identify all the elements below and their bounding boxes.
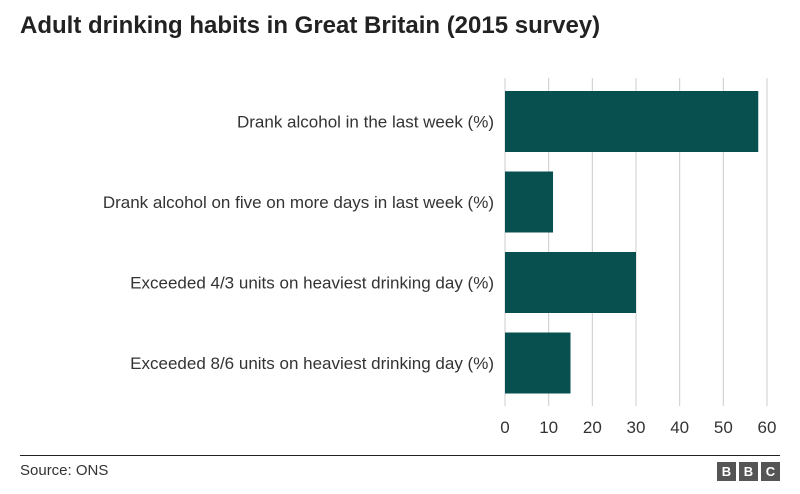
bar: [505, 91, 759, 152]
x-tick-label: 20: [583, 418, 602, 437]
bbc-logo-letter: C: [761, 462, 780, 481]
source-note: Source: ONS: [20, 462, 109, 479]
category-labels: Drank alcohol in the last week (%) Drank …: [103, 113, 494, 374]
chart-title: Adult drinking habits in Great Britain (…: [20, 12, 601, 39]
category-label: Exceeded 8/6 units on heaviest drinking …: [130, 354, 494, 373]
bar: [505, 332, 571, 394]
bar: [505, 252, 636, 313]
bar: [505, 171, 554, 233]
x-axis-ticks: 0 10 20 30 40 50 60: [500, 418, 776, 437]
footer-divider: [20, 455, 780, 456]
x-tick-label: 0: [500, 418, 509, 437]
x-tick-label: 60: [758, 418, 777, 437]
bbc-logo-letter: B: [717, 462, 736, 481]
x-tick-label: 30: [627, 418, 646, 437]
x-tick-label: 40: [670, 418, 689, 437]
category-label: Drank alcohol on five on more days in la…: [103, 193, 494, 212]
x-tick-label: 50: [714, 418, 733, 437]
bbc-logo-letter: B: [739, 462, 758, 481]
x-tick-label: 10: [539, 418, 558, 437]
bbc-logo: B B C: [717, 462, 780, 481]
category-label: Exceeded 4/3 units on heaviest drinking …: [130, 274, 494, 293]
category-label: Drank alcohol in the last week (%): [237, 113, 494, 132]
bars: [505, 91, 759, 394]
